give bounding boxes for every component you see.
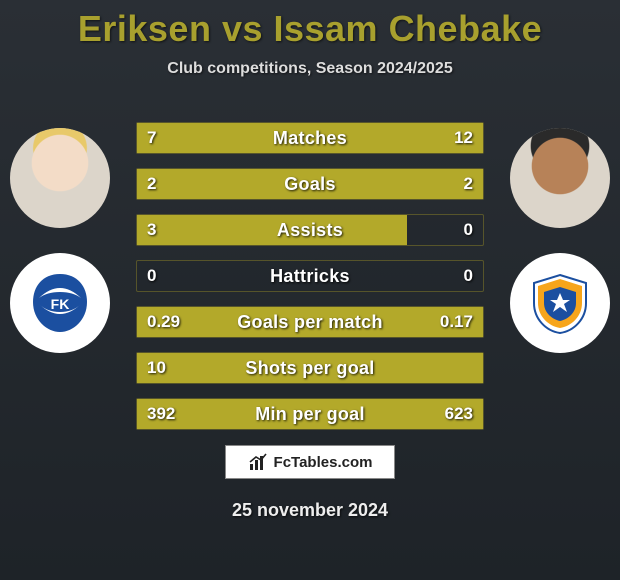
brand-label: FcTables.com <box>274 454 373 471</box>
stat-row: 00Hattricks <box>136 260 484 292</box>
chart-icon <box>248 452 268 472</box>
stat-label: Hattricks <box>137 261 483 291</box>
date-label: 25 november 2024 <box>0 500 620 521</box>
stat-row: 712Matches <box>136 122 484 154</box>
brand-box[interactable]: FcTables.com <box>225 445 395 479</box>
stat-row: 0.290.17Goals per match <box>136 306 484 338</box>
club-left-icon: FK <box>25 268 95 338</box>
stat-label: Goals <box>137 169 483 199</box>
face-icon <box>10 128 110 228</box>
stat-row: 392623Min per goal <box>136 398 484 430</box>
player-left-avatar <box>10 128 110 228</box>
club-right-badge <box>510 253 610 353</box>
stat-label: Assists <box>137 215 483 245</box>
stats-bars: 712Matches 22Goals 30Assists 00Hattricks 0.2… <box>136 122 484 444</box>
club-right-icon <box>524 267 596 339</box>
stat-row: 22Goals <box>136 168 484 200</box>
face-icon <box>510 128 610 228</box>
stat-label: Shots per goal <box>137 353 483 383</box>
stat-label: Min per goal <box>137 399 483 429</box>
stat-label: Matches <box>137 123 483 153</box>
stat-label: Goals per match <box>137 307 483 337</box>
club-left-badge: FK <box>10 253 110 353</box>
stat-row: 10Shots per goal <box>136 352 484 384</box>
stat-row: 30Assists <box>136 214 484 246</box>
subtitle: Club competitions, Season 2024/2025 <box>0 60 620 78</box>
svg-text:FK: FK <box>51 296 70 312</box>
player-right-avatar <box>510 128 610 228</box>
page-title: Eriksen vs Issam Chebake <box>0 0 620 50</box>
